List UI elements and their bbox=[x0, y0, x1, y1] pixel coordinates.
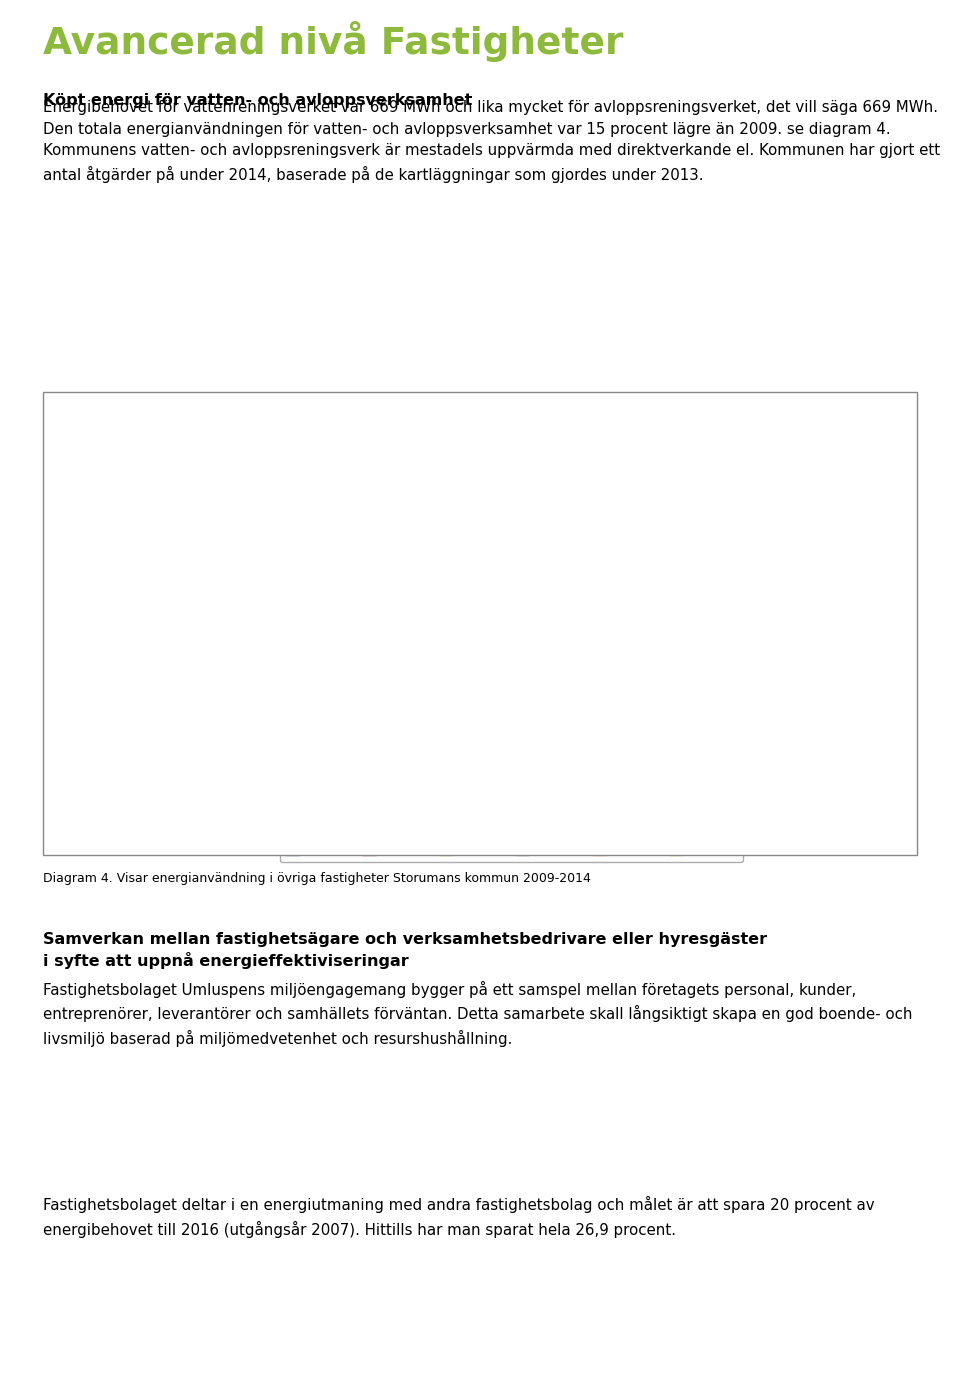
Y-axis label: MWh: MWh bbox=[44, 619, 58, 654]
Text: 790: 790 bbox=[775, 522, 797, 531]
Bar bbox=[766, 534, 805, 814]
Bar bbox=[636, 545, 676, 814]
Title: Energianvändning övriga fastigheter
Storumans kommun 2009-2014: Energianvändning övriga fastigheter Stor… bbox=[330, 408, 692, 449]
Text: 787: 787 bbox=[226, 522, 249, 533]
Text: Energibehovet för vattenreningsverket var 669 MWh och lika mycket för avloppsren: Energibehovet för vattenreningsverket va… bbox=[43, 100, 941, 184]
Text: 669: 669 bbox=[860, 563, 883, 574]
Text: 819: 819 bbox=[139, 510, 162, 520]
Text: 861,2: 861,2 bbox=[177, 495, 211, 506]
Bar bbox=[131, 523, 171, 814]
Text: Diagram 4. Visar energianvändning i övriga fastigheter Storumans kommun 2009-201: Diagram 4. Visar energianvändning i övri… bbox=[43, 872, 591, 885]
Text: Fastighetsbolaget deltar i en energiutmaning med andra fastighetsbolag och målet: Fastighetsbolaget deltar i en energiutma… bbox=[43, 1196, 875, 1238]
Bar bbox=[260, 536, 300, 814]
Text: 870: 870 bbox=[732, 492, 754, 502]
Text: 785: 785 bbox=[269, 523, 291, 533]
Text: 744: 744 bbox=[312, 537, 334, 547]
Text: 757: 757 bbox=[645, 533, 668, 542]
Text: 669: 669 bbox=[354, 563, 377, 574]
Bar bbox=[723, 505, 762, 814]
Text: Köpt energi för vatten- och avloppsverksamhet: Köpt energi för vatten- och avloppsverks… bbox=[43, 93, 472, 108]
Legend: År 2009, År 2010, År 2011, År 2012, År 2013, År 2014: År 2009, År 2010, År 2011, År 2012, År 2… bbox=[279, 839, 743, 862]
Bar bbox=[217, 534, 256, 814]
Bar bbox=[303, 549, 343, 814]
Bar bbox=[852, 576, 892, 814]
Bar bbox=[809, 544, 849, 814]
Text: Avancerad nivå Fastigheter: Avancerad nivå Fastigheter bbox=[43, 21, 624, 61]
Text: 759: 759 bbox=[817, 531, 840, 542]
Text: Samverkan mellan fastighetsägare och verksamhetsbedrivare eller hyresgäster
i sy: Samverkan mellan fastighetsägare och ver… bbox=[43, 932, 767, 970]
Text: 811: 811 bbox=[688, 513, 710, 523]
Bar bbox=[680, 526, 719, 814]
Bar bbox=[174, 508, 213, 814]
Bar bbox=[347, 576, 386, 814]
Text: Fastighetsbolaget Umluspens miljöengagemang bygger på ett samspel mellan företag: Fastighetsbolaget Umluspens miljöengagem… bbox=[43, 981, 913, 1047]
